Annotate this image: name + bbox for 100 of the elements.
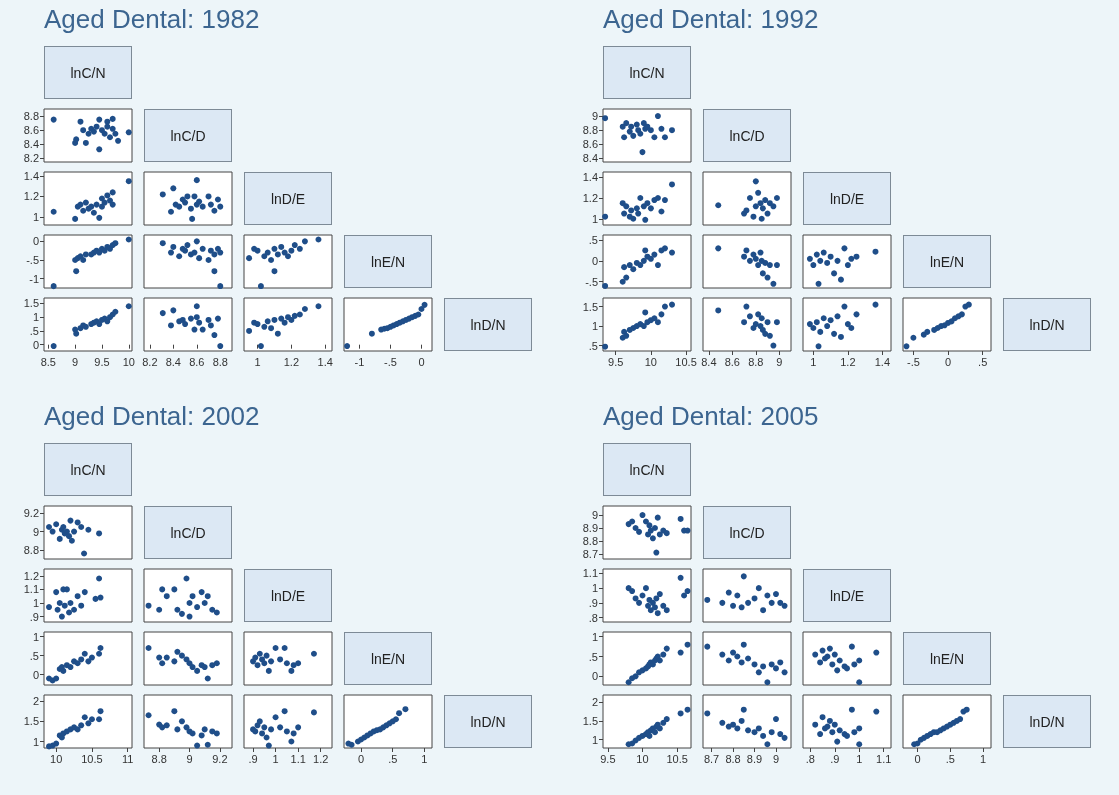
x-tick-label: 1 bbox=[810, 355, 817, 368]
y-tick-label: 8.6 bbox=[582, 138, 598, 151]
y-tick-label: 0 bbox=[32, 235, 39, 248]
x-tick-label: 10.5 bbox=[666, 752, 688, 765]
x-tick-label: 1.4 bbox=[874, 355, 891, 368]
y-tick-label: 8.6 bbox=[23, 124, 39, 137]
x-tick-label: 10.5 bbox=[81, 752, 103, 765]
y-axis-title: lnE/N bbox=[903, 235, 991, 288]
x-axis-title: lnC/N bbox=[44, 46, 132, 99]
y-tick-label: .5 bbox=[29, 324, 39, 337]
y-tick-label: .9 bbox=[588, 596, 598, 609]
y-tick-label: 1.2 bbox=[23, 190, 39, 203]
x-tick-label: .5 bbox=[945, 752, 955, 765]
x-tick-label: 1 bbox=[980, 752, 987, 765]
x-tick-label: 8.4 bbox=[165, 355, 181, 368]
y-axis-title: lnC/D bbox=[703, 506, 791, 559]
x-tick-label: 10 bbox=[644, 355, 657, 368]
y-tick-label: 1.2 bbox=[23, 569, 39, 582]
chart-title: Aged Dental: 2005 bbox=[603, 400, 819, 433]
y-tick-label: 8.4 bbox=[23, 138, 39, 151]
x-tick-label: 9.5 bbox=[608, 355, 624, 368]
x-tick-label: 8.8 bbox=[212, 355, 228, 368]
y-tick-label: 0 bbox=[591, 670, 598, 683]
y-tick-label: 1 bbox=[32, 630, 39, 643]
x-tick-label: 1 bbox=[254, 355, 261, 368]
y-tick-label: 8.8 bbox=[582, 124, 598, 137]
x-tick-label: .5 bbox=[978, 355, 988, 368]
x-tick-label: 8.5 bbox=[40, 355, 56, 368]
y-tick-label: 8.9 bbox=[582, 521, 598, 534]
y-axis-title: lnE/N bbox=[903, 632, 991, 685]
y-tick-label: 1 bbox=[591, 582, 598, 595]
y-tick-label: .5 bbox=[29, 649, 39, 662]
x-tick-label: -1 bbox=[354, 355, 365, 368]
x-tick-label: 0 bbox=[358, 752, 365, 765]
x-tick-label: 9 bbox=[772, 752, 780, 765]
x-tick-label: 8.9 bbox=[746, 752, 763, 765]
y-tick-label: 8.7 bbox=[582, 547, 598, 560]
x-tick-label: -.5 bbox=[384, 355, 397, 368]
y-axis-title: lnD/E bbox=[803, 569, 891, 622]
x-axis-title: lnC/N bbox=[603, 443, 691, 496]
y-tick-label: 9 bbox=[32, 525, 39, 538]
y-tick-label: 1.5 bbox=[582, 300, 598, 313]
y-tick-label: 8.4 bbox=[582, 152, 598, 165]
x-tick-label: 8.7 bbox=[703, 752, 720, 765]
y-tick-label: .8 bbox=[588, 611, 598, 624]
x-tick-label: 9 bbox=[72, 355, 79, 368]
y-axis-title: lnD/E bbox=[244, 172, 332, 225]
y-tick-label: 1 bbox=[32, 311, 39, 324]
y-tick-label: 8.8 bbox=[23, 110, 39, 123]
x-tick-label: 10.5 bbox=[675, 355, 697, 368]
y-tick-label: 1.5 bbox=[23, 715, 39, 728]
y-axis-title: lnD/N bbox=[444, 298, 532, 351]
chart-title: Aged Dental: 2002 bbox=[44, 400, 260, 433]
y-tick-label: 2 bbox=[32, 695, 39, 708]
y-tick-label: 1.1 bbox=[23, 583, 39, 596]
y-tick-label: 0 bbox=[32, 668, 39, 681]
y-tick-label: 0 bbox=[591, 254, 598, 267]
y-axis-title: lnC/D bbox=[144, 109, 232, 162]
x-axis-title: lnC/N bbox=[44, 443, 132, 496]
y-axis-title: lnD/N bbox=[444, 695, 532, 748]
x-tick-label: 9.2 bbox=[212, 752, 228, 765]
y-tick-label: 8.8 bbox=[23, 543, 39, 556]
x-tick-label: 1.4 bbox=[317, 355, 333, 368]
x-tick-label: 9.5 bbox=[600, 752, 616, 765]
y-tick-label: -.5 bbox=[26, 254, 39, 267]
x-tick-label: 8.6 bbox=[724, 355, 740, 368]
y-axis-title: lnC/D bbox=[703, 109, 791, 162]
x-tick-label: 8.2 bbox=[142, 355, 158, 368]
y-axis-title: lnD/E bbox=[803, 172, 891, 225]
y-tick-label: 1.4 bbox=[582, 171, 598, 184]
y-tick-label: 1.1 bbox=[582, 567, 598, 580]
y-tick-label: 0 bbox=[32, 338, 39, 351]
x-tick-label: -.5 bbox=[906, 355, 920, 368]
y-tick-label: .9 bbox=[29, 610, 39, 623]
x-tick-label: 8.8 bbox=[151, 752, 167, 765]
y-axis-title: lnC/D bbox=[144, 506, 232, 559]
y-tick-label: 9 bbox=[591, 110, 598, 123]
x-tick-label: .5 bbox=[388, 752, 398, 765]
y-tick-label: 1 bbox=[32, 596, 39, 609]
y-tick-label: 8.8 bbox=[582, 534, 598, 547]
y-tick-label: -1 bbox=[29, 272, 39, 285]
x-tick-label: 1 bbox=[272, 752, 279, 765]
x-tick-label: 0 bbox=[914, 752, 921, 765]
x-tick-label: 9 bbox=[186, 752, 193, 765]
x-tick-label: 1.1 bbox=[290, 752, 306, 765]
y-tick-label: 1.2 bbox=[582, 191, 598, 204]
y-tick-label: 9 bbox=[591, 509, 598, 522]
y-tick-label: 1 bbox=[591, 212, 598, 225]
y-axis-title: lnD/N bbox=[1003, 695, 1091, 748]
y-tick-label: -.5 bbox=[585, 275, 598, 288]
x-tick-label: 1 bbox=[421, 752, 428, 765]
y-tick-label: .5 bbox=[588, 339, 598, 352]
y-tick-label: .5 bbox=[588, 234, 598, 247]
x-tick-label: 8.6 bbox=[189, 355, 205, 368]
x-tick-label: 1.2 bbox=[840, 355, 856, 368]
y-axis-title: lnD/N bbox=[1003, 298, 1091, 351]
x-tick-label: 1.2 bbox=[313, 752, 329, 765]
x-axis-title: lnC/N bbox=[603, 46, 691, 99]
x-tick-label: 1 bbox=[856, 752, 863, 765]
x-tick-label: 11 bbox=[122, 752, 134, 765]
